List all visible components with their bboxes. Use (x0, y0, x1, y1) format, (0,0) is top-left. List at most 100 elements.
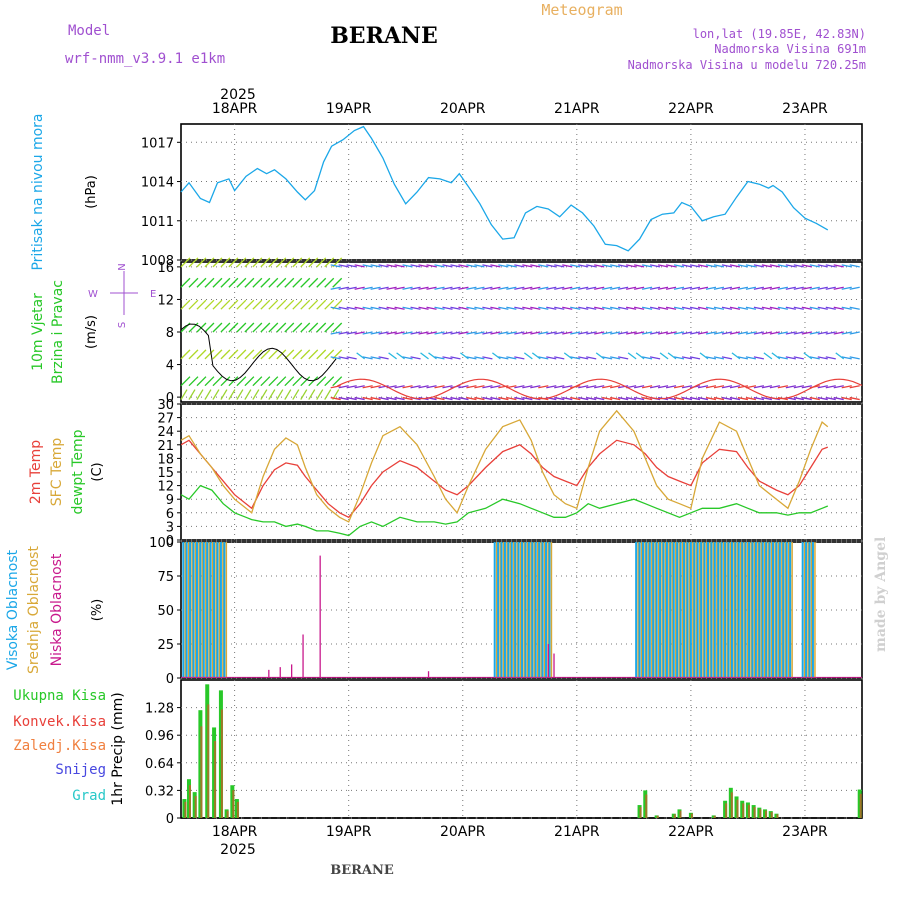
wind-arrow (641, 286, 653, 290)
precip-bar-convective (742, 803, 745, 818)
wind-arrow (220, 349, 231, 360)
wind-arrow (729, 264, 741, 268)
wind-arrow (332, 322, 343, 333)
wind-arrow (450, 286, 461, 290)
wind-arrow (705, 385, 717, 389)
wind-arrow (330, 385, 341, 389)
wind-arrow (841, 306, 852, 310)
wind-arrow (825, 264, 836, 268)
wind-arrow (292, 277, 303, 288)
wind-arrow (300, 389, 308, 400)
wind-arrow (284, 322, 295, 333)
wind-arrow (602, 356, 613, 360)
wind-arrow (268, 299, 279, 310)
precip-bar-convective (679, 810, 682, 818)
wind-arrow (570, 286, 581, 290)
wind-arrow (292, 299, 303, 310)
wind-arrow (236, 299, 247, 310)
wind-arrow (236, 349, 247, 360)
wind-arrow (362, 331, 373, 335)
y-tick-label: 0 (166, 672, 174, 687)
wind-arrow (681, 396, 693, 401)
wind-arrow (793, 356, 804, 360)
wind-arrow (316, 322, 327, 333)
wind-arrow (458, 286, 469, 290)
wind-arrow (777, 331, 788, 335)
wind-arrow (769, 286, 780, 290)
station-title: BERANE (330, 23, 438, 49)
wind-arrow (731, 352, 741, 360)
wind-arrow (721, 264, 733, 268)
wind-arrow (659, 352, 669, 360)
wind-arrow (378, 385, 389, 389)
wind-arrow (705, 306, 717, 310)
wind-arrow (434, 264, 445, 268)
wind-arrow (268, 349, 279, 360)
compass-s: S (117, 322, 128, 328)
wind-arrow (673, 331, 685, 335)
wind-arrow (538, 306, 549, 310)
wind-arrow (809, 356, 820, 360)
y-tick-label: 4 (166, 359, 174, 374)
wind-arrow (276, 322, 287, 333)
wind-arrow (292, 349, 303, 360)
panel-pressure: 1017 1014 1011 1008 (141, 123, 863, 269)
wind-arrow (330, 356, 341, 360)
wind-arrow (737, 286, 749, 290)
wind-arrow (610, 396, 621, 401)
wind-arrow (268, 376, 279, 387)
wind-arrow (633, 306, 645, 310)
precip-bar-convective (770, 812, 773, 818)
wind-arrow (570, 356, 581, 360)
wind-arrow (514, 385, 525, 389)
wind-arrow (594, 331, 605, 335)
wind-arrow (220, 389, 228, 400)
wind-arrow (370, 356, 381, 360)
wind-arrow (641, 356, 653, 360)
wind-arrow (681, 264, 693, 268)
wind-arrow (649, 286, 661, 290)
wind-arrow (346, 385, 357, 389)
wind-arrow (474, 306, 485, 310)
wind-arrow (705, 264, 717, 268)
wind-arrow (562, 331, 573, 335)
wind-arrow (721, 331, 733, 335)
wind-arrow (689, 264, 701, 268)
wind-arrow (402, 331, 413, 335)
y-tick-label: 0.96 (145, 729, 174, 744)
wind-arrow (514, 286, 525, 290)
wind-arrow (809, 264, 820, 268)
wind-arrow (721, 385, 733, 389)
wind-arrow (370, 331, 381, 335)
wind-arrow (370, 306, 381, 310)
wind-arrow (260, 277, 271, 288)
wind-arrow (745, 356, 757, 360)
wind-arrow (244, 277, 255, 288)
wind-arrow (378, 306, 389, 310)
wind-arrow (378, 356, 389, 360)
wind-arrow (474, 396, 485, 401)
wind-arrow (204, 349, 215, 360)
wind-arrow (618, 385, 629, 389)
wind-arrow (196, 257, 207, 268)
wind-arrow (410, 286, 421, 290)
wind-arrow (308, 299, 319, 310)
wind-arrow (681, 385, 693, 389)
wind-arrow (626, 264, 637, 268)
precip-legend-item: Grad (72, 788, 106, 804)
wind-arrow (825, 306, 836, 310)
wind-arrow (204, 322, 215, 333)
model-name: wrf-nmm_v3.9.1 e1km (65, 51, 225, 67)
wind-arrow (410, 385, 421, 389)
wind-arrow (570, 331, 581, 335)
wind-arrow (402, 385, 413, 389)
wind-arrow (618, 306, 629, 310)
wind-arrow (490, 331, 501, 335)
wind-arrow (276, 389, 284, 400)
wind-arrow (610, 264, 621, 268)
plot-area: 18APR 19APR 20APR 21APR 22APR 23APR 18APR 19APR… (5, 101, 863, 840)
precip-bar-convective (736, 799, 739, 818)
wind-arrow (324, 277, 335, 288)
wind-arrow (228, 322, 239, 333)
wind-arrow (514, 396, 525, 401)
